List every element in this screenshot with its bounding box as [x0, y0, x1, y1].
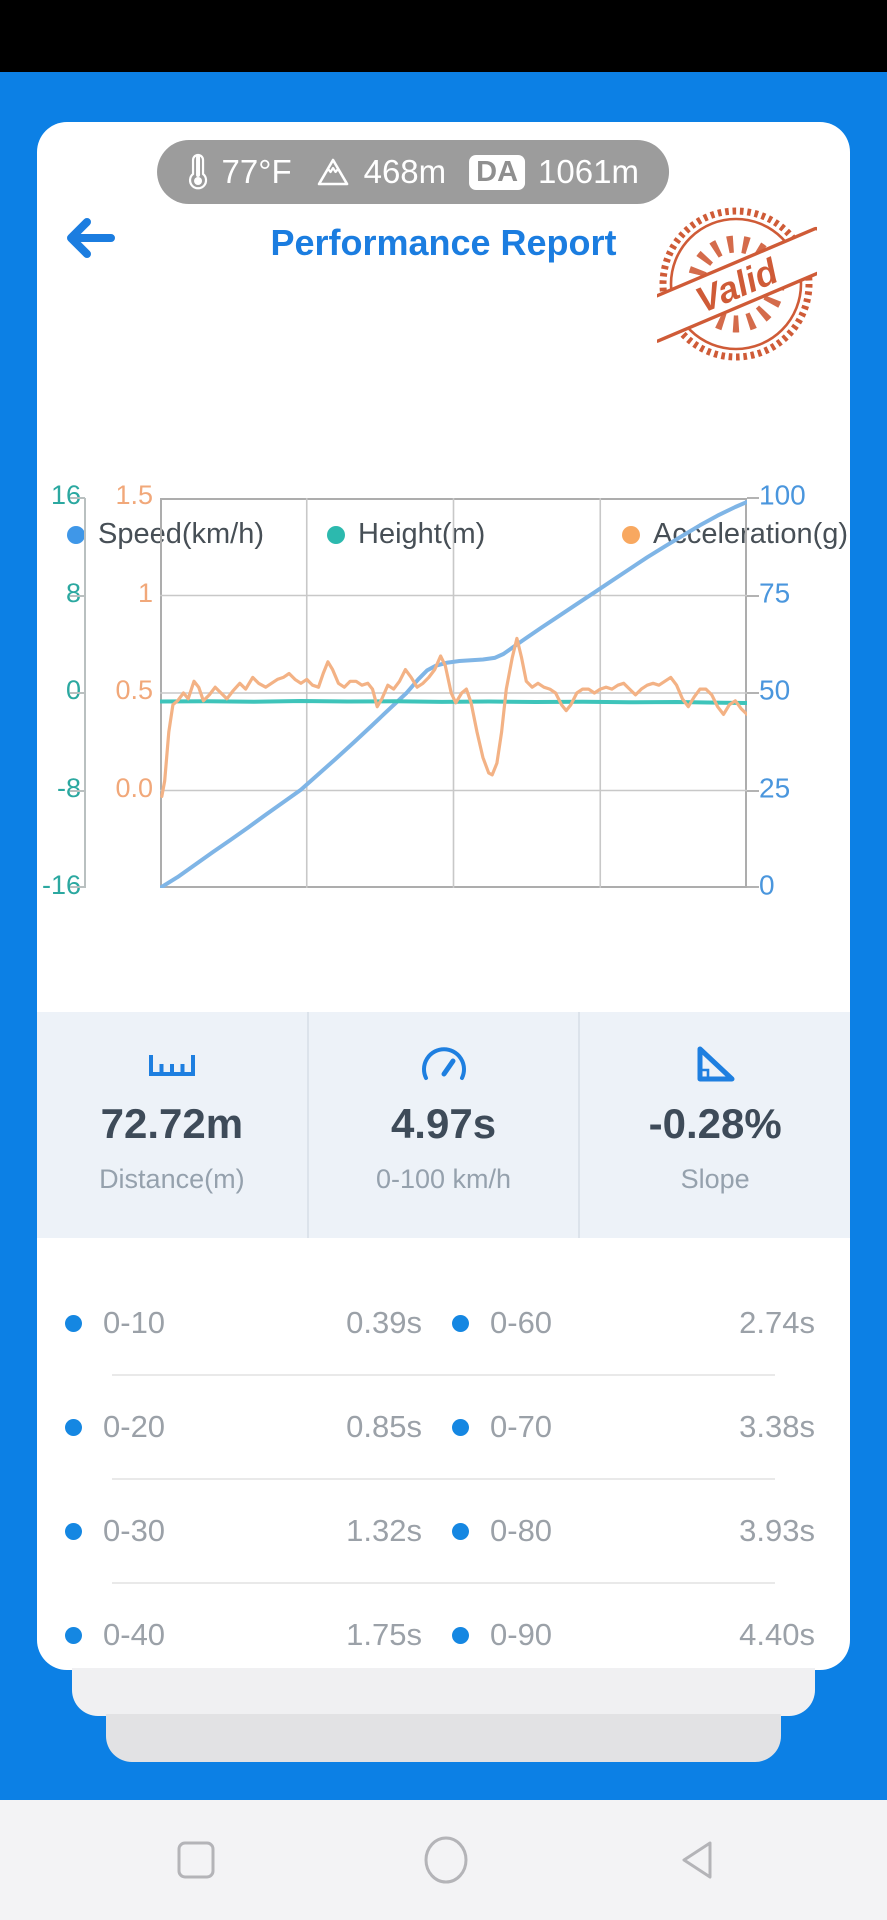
series-speed-line — [160, 499, 747, 888]
report-card: 77°F 468m DA 1061m Performance Report Va… — [37, 122, 850, 1670]
split-label: 0-40 — [103, 1617, 166, 1652]
split-value: 0.85s — [346, 1409, 422, 1444]
table-row: 0-40 1.75s 0-90 4.40s — [37, 1584, 850, 1670]
bullet-icon — [65, 1314, 82, 1332]
accel-axis-tick: 0.0 — [115, 772, 153, 803]
height-dot-icon — [327, 525, 345, 544]
plot-area[interactable] — [160, 498, 747, 888]
accel-axis-tick: 1 — [137, 577, 153, 608]
slope-value: -0.28% — [648, 1100, 782, 1147]
home-button[interactable] — [423, 1835, 469, 1885]
split-value: 0.39s — [346, 1305, 422, 1340]
back-button[interactable] — [61, 210, 119, 266]
row-divider — [112, 1374, 775, 1376]
bullet-icon — [65, 1418, 82, 1436]
speed-axis-tick: 25 — [759, 771, 791, 803]
speedometer-icon — [309, 1042, 579, 1088]
distance-value: 72.72m — [100, 1100, 244, 1147]
legend-item-speed[interactable]: Speed(km/h) — [67, 518, 264, 551]
stacked-sheet-layer — [72, 1668, 815, 1716]
speed-axis-tick: 75 — [759, 576, 791, 608]
recents-button[interactable] — [177, 1840, 215, 1880]
performance-chart: 16 8 0 -8 -16 1.5 1 0.5 0.0 100 75 50 25… — [37, 479, 850, 900]
bullet-icon — [452, 1522, 469, 1540]
table-row: 0-20 0.85s 0-70 3.38s — [37, 1376, 850, 1478]
height-axis-line — [84, 498, 86, 888]
distance-label: Distance(m) — [99, 1164, 245, 1194]
valid-stamp: Valid — [657, 207, 817, 361]
back-arrow-icon — [67, 218, 115, 258]
table-row: 0-10 0.39s 0-60 2.74s — [37, 1272, 850, 1374]
android-nav-bar — [0, 1800, 887, 1920]
split-times-table: 0-10 0.39s 0-60 2.74s 0-20 0.85s 0-70 3.… — [37, 1238, 850, 1670]
split-value: 4.40s — [739, 1617, 815, 1652]
split-label: 0-70 — [490, 1409, 553, 1444]
stacked-sheet-layer — [106, 1714, 781, 1762]
table-row: 0-30 1.32s 0-80 3.93s — [37, 1480, 850, 1582]
back-nav-button[interactable] — [676, 1837, 718, 1883]
stat-slope: -0.28% Slope — [578, 1012, 850, 1238]
ruler-icon — [37, 1042, 307, 1088]
bullet-icon — [452, 1314, 469, 1332]
zero-to-hundred-value: 4.97s — [390, 1100, 497, 1147]
split-label: 0-30 — [103, 1513, 166, 1548]
status-bar — [0, 0, 887, 72]
height-axis-tick: -8 — [56, 772, 81, 803]
speed-axis-tick: 100 — [759, 479, 806, 511]
split-value: 1.32s — [346, 1513, 422, 1548]
row-divider — [112, 1582, 775, 1584]
height-axis-tick: 8 — [65, 577, 81, 608]
altitude-value: 468m — [363, 153, 447, 190]
speed-axis-tick: 0 — [759, 869, 775, 901]
density-altitude-badge: DA — [469, 154, 526, 190]
split-label: 0-20 — [103, 1409, 166, 1444]
split-value: 3.38s — [739, 1409, 815, 1444]
environment-pill: 77°F 468m DA 1061m — [156, 140, 669, 204]
bullet-icon — [452, 1418, 469, 1436]
chart-canvas — [160, 498, 747, 888]
split-value: 1.75s — [346, 1617, 422, 1652]
temperature-value: 77°F — [221, 153, 292, 190]
stat-distance: 72.72m Distance(m) — [37, 1012, 307, 1238]
density-altitude-value: 1061m — [538, 153, 639, 190]
acceleration-dot-icon — [622, 525, 640, 544]
series-accel-line — [160, 636, 747, 798]
zero-to-hundred-label: 0-100 km/h — [375, 1164, 512, 1194]
legend-item-height[interactable]: Height(m) — [327, 518, 485, 551]
height-axis-tick: -16 — [41, 870, 81, 901]
split-label: 0-80 — [490, 1513, 553, 1548]
height-axis-tick: 0 — [65, 675, 81, 706]
summary-stats: 72.72m Distance(m) 4.97s 0-100 km/h -0.2… — [37, 1012, 850, 1238]
legend-label: Height(m) — [358, 518, 486, 550]
series-height-line — [160, 699, 747, 705]
stat-0-100-time: 4.97s 0-100 km/h — [306, 1012, 579, 1238]
slope-label: Slope — [680, 1164, 750, 1194]
split-label: 0-90 — [490, 1617, 553, 1652]
bullet-icon — [65, 1626, 82, 1644]
page-title: Performance Report — [270, 222, 617, 263]
slope-icon — [580, 1042, 850, 1088]
split-label: 0-60 — [490, 1305, 553, 1340]
bullet-icon — [452, 1626, 469, 1644]
split-value: 3.93s — [739, 1513, 815, 1548]
split-value: 2.74s — [739, 1305, 815, 1340]
accel-axis-tick: 0.5 — [115, 675, 153, 706]
mountain-icon — [317, 158, 348, 186]
bullet-icon — [65, 1522, 82, 1540]
row-divider — [112, 1478, 775, 1480]
legend-label: Speed(km/h) — [98, 518, 265, 550]
speed-dot-icon — [67, 525, 85, 544]
split-label: 0-10 — [103, 1305, 166, 1340]
speed-axis-tick: 50 — [759, 674, 791, 706]
height-axis-tick: 16 — [50, 480, 81, 511]
accel-axis-tick: 1.5 — [115, 480, 153, 511]
thermometer-icon — [188, 153, 207, 190]
